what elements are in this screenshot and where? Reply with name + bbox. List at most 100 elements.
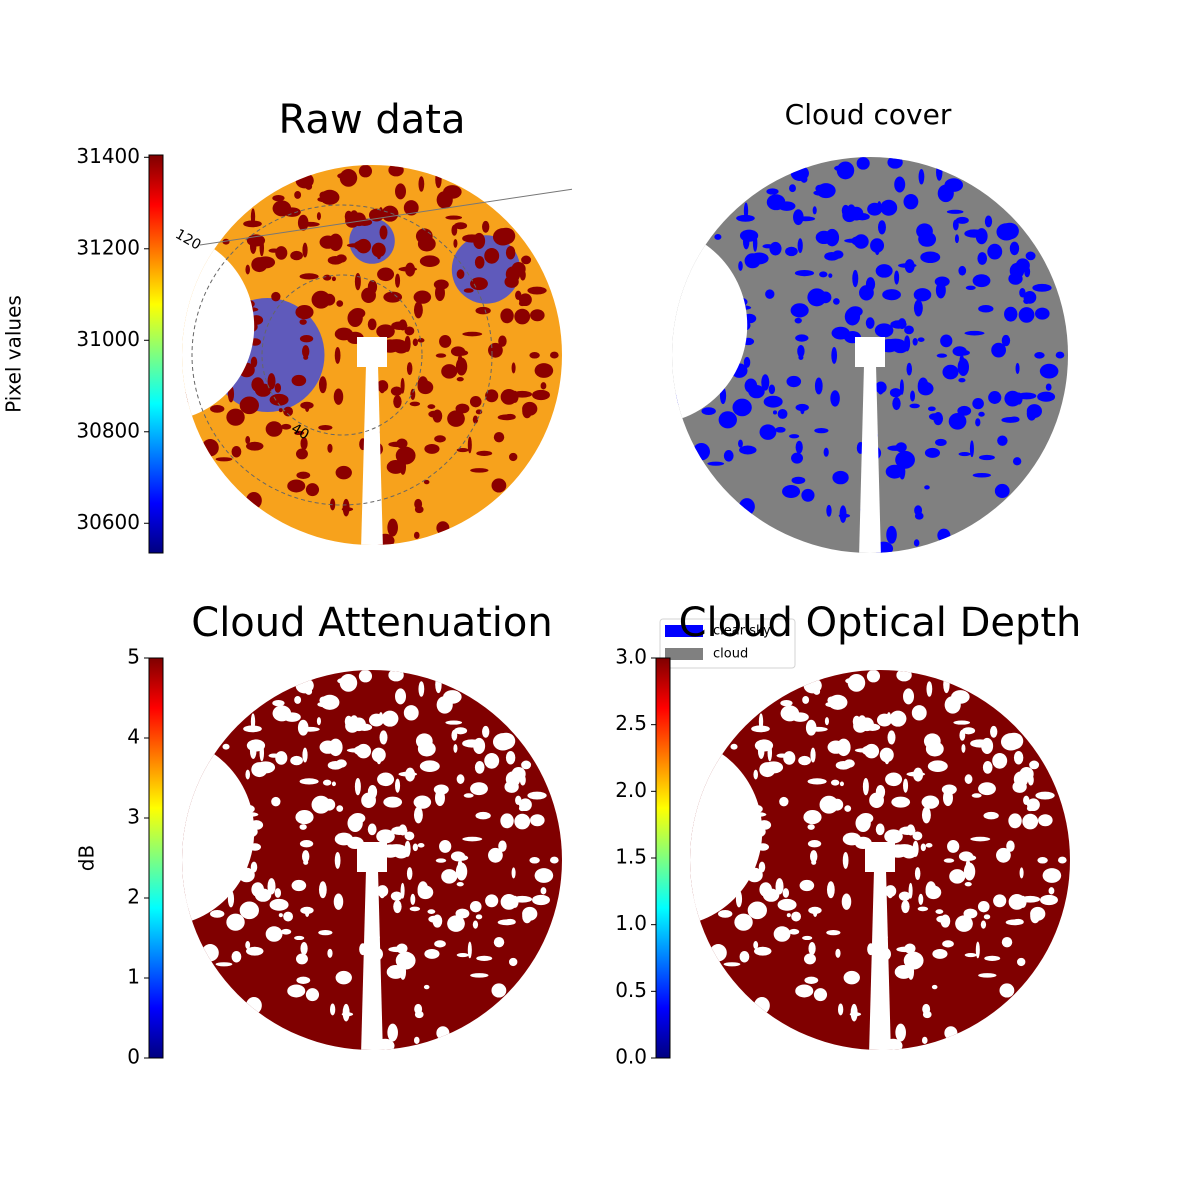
sky-blob	[944, 1026, 958, 1040]
sky-blob	[268, 248, 280, 253]
sky-blob	[387, 518, 398, 537]
sky-blob	[978, 411, 985, 417]
sky-blob	[1006, 840, 1015, 852]
sky-blob	[378, 887, 386, 899]
sky-blob	[978, 973, 997, 978]
sky-blob	[819, 271, 828, 278]
sky-blob	[311, 795, 331, 814]
sky-blob	[958, 851, 974, 862]
sky-blob	[1045, 383, 1052, 391]
sky-blob	[455, 908, 470, 919]
sky-blob	[417, 338, 425, 343]
sky-blob	[497, 414, 516, 421]
sky-blob	[283, 911, 294, 922]
sky-blob	[532, 894, 550, 906]
sky-blob	[475, 761, 483, 772]
sky-blob	[730, 743, 738, 750]
sky-blob	[413, 301, 423, 319]
sky-blob	[378, 382, 386, 394]
sky-blob	[254, 888, 272, 902]
sky-blob	[944, 696, 961, 714]
sky-blob	[958, 378, 966, 383]
sky-blob	[456, 774, 465, 784]
sky-blob	[886, 887, 894, 899]
sky-blob	[901, 900, 910, 914]
sky-blob	[418, 176, 425, 192]
sky-blob	[1012, 457, 1022, 466]
sky-blob	[275, 246, 288, 260]
sky-blob	[476, 955, 493, 961]
sky-blob	[1048, 887, 1055, 895]
sky-blob	[514, 308, 531, 325]
sky-blob	[395, 273, 401, 288]
sky-blob	[1023, 291, 1037, 304]
sky-blob	[1037, 391, 1056, 402]
sky-blob	[911, 705, 927, 721]
sky-blob	[404, 831, 415, 841]
sky-blob	[791, 911, 802, 922]
sky-blob	[331, 781, 336, 787]
sky-blob	[795, 440, 803, 454]
sky-blob	[1035, 791, 1055, 800]
sky-blob	[388, 165, 404, 177]
sky-blob	[299, 319, 307, 325]
sky-blob	[249, 742, 257, 759]
sky-blob	[463, 288, 474, 293]
sky-blob	[361, 287, 376, 303]
colorbar-tick-label: 3	[127, 805, 140, 829]
sky-blob	[435, 353, 447, 358]
sky-blob	[251, 257, 268, 273]
sky-blob	[354, 778, 361, 796]
sky-blob	[328, 738, 343, 757]
sky-blob	[268, 753, 280, 758]
sky-blob	[318, 376, 327, 394]
sky-blob	[436, 1026, 450, 1040]
sky-blob	[811, 859, 817, 865]
sky-blob	[243, 725, 262, 733]
sky-blob	[903, 951, 924, 970]
sky-blob	[940, 914, 951, 928]
sky-blob	[757, 742, 765, 759]
sky-blob	[529, 352, 540, 359]
sky-blob	[287, 984, 306, 998]
sky-blob	[294, 191, 302, 199]
sky-blob	[388, 670, 404, 682]
colorbar-tick-label: 2.5	[615, 711, 647, 735]
sky-blob	[445, 215, 463, 220]
colorbar-tick-label: 31000	[76, 327, 140, 351]
colorbar-tick-label: 0.0	[615, 1045, 647, 1069]
sky-blob	[918, 893, 924, 906]
sky-blob	[734, 913, 753, 931]
sky-blob	[1039, 363, 1059, 379]
sky-blob	[766, 194, 786, 211]
sky-blob	[469, 395, 482, 408]
sky-blob	[427, 909, 436, 914]
legend-label: cloud	[713, 647, 748, 662]
polar-axis	[199, 188, 573, 246]
sky-blob	[823, 447, 829, 457]
sky-blob	[964, 952, 977, 958]
sky-blob	[396, 943, 408, 954]
sky-blob	[455, 357, 468, 376]
sky-blob	[345, 718, 360, 733]
sky-blob	[379, 730, 388, 745]
sky-blob	[272, 194, 285, 202]
sky-blob	[1013, 750, 1024, 765]
sky-blob	[294, 430, 305, 436]
sky-blob	[491, 478, 507, 493]
sky-blob	[718, 910, 733, 918]
sky-blob	[226, 913, 245, 931]
sky-blob	[1026, 798, 1040, 812]
sky-blob	[743, 356, 751, 368]
sky-blob	[319, 191, 329, 200]
sky-blob	[492, 228, 513, 246]
sky-blob	[797, 238, 803, 254]
sky-blob	[454, 222, 468, 230]
colorbar-tick-label: 30600	[76, 510, 140, 534]
sky-blob	[302, 747, 308, 763]
sky-blob	[980, 920, 987, 929]
sky-blob	[291, 879, 307, 892]
sky-blob	[794, 269, 815, 277]
sky-blob	[243, 220, 262, 228]
sky-blob	[299, 840, 314, 848]
